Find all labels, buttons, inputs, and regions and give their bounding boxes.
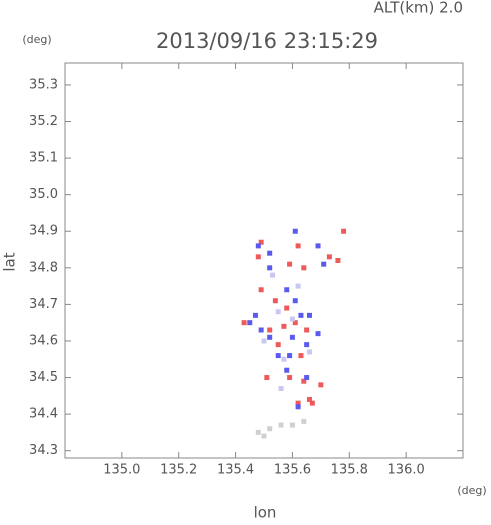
echo-point <box>267 250 273 256</box>
altitude: ALT(km) 2.0 <box>374 0 463 17</box>
echo-point <box>289 334 295 340</box>
echo-point <box>304 342 310 348</box>
echo-point <box>258 327 264 333</box>
echo-point <box>295 283 301 289</box>
echo-point <box>281 323 287 329</box>
echo-point <box>321 261 327 267</box>
echo-point <box>284 305 290 311</box>
echo-point <box>267 426 273 432</box>
x-tick-label: 135.6 <box>274 463 311 478</box>
echo-point <box>301 265 307 271</box>
echo-point <box>315 331 321 337</box>
x-axis-label: lon <box>254 504 277 522</box>
echo-point <box>275 309 281 315</box>
echo-point <box>315 243 321 249</box>
echo-point <box>292 228 298 234</box>
echo-point <box>261 433 267 439</box>
plot-frame <box>64 62 464 459</box>
echo-point <box>295 404 301 410</box>
echo-point <box>287 353 293 359</box>
echo-point <box>292 298 298 304</box>
echo-point <box>255 243 261 249</box>
echo-point <box>281 356 287 362</box>
y-tick-label: 35.1 <box>29 151 58 166</box>
y-tick-label: 34.4 <box>29 407 58 422</box>
x-unit: (deg) <box>457 484 486 497</box>
echo-point <box>326 254 332 260</box>
echo-point <box>295 400 301 406</box>
echo-point <box>306 396 312 402</box>
x-tick-label: 136.0 <box>388 463 425 478</box>
echo-point <box>309 400 315 406</box>
echo-point <box>255 429 261 435</box>
echo-point <box>272 298 278 304</box>
echo-point <box>298 312 304 318</box>
echo-point <box>287 375 293 381</box>
x-tick-label: 135.0 <box>103 463 140 478</box>
y-axis-label: lat <box>1 252 19 271</box>
echo-point <box>289 422 295 428</box>
echo-point <box>264 375 270 381</box>
echo-point <box>267 327 273 333</box>
echo-point <box>341 228 347 234</box>
echo-point <box>295 243 301 249</box>
echo-point <box>255 254 261 260</box>
y-tick-label: 34.8 <box>29 260 58 275</box>
echo-point <box>318 382 324 388</box>
echo-point <box>275 353 281 359</box>
x-tick-label: 135.2 <box>160 463 197 478</box>
echo-point <box>301 378 307 384</box>
echo-point <box>261 338 267 344</box>
echo-point <box>292 320 298 326</box>
echo-point <box>298 353 304 359</box>
x-tick-label: 135.4 <box>217 463 254 478</box>
echo-point <box>278 422 284 428</box>
echo-point <box>258 239 264 245</box>
y-tick-label: 34.3 <box>29 443 58 458</box>
x-tick-label: 135.8 <box>331 463 368 478</box>
echo-point <box>335 258 341 263</box>
echo-point <box>252 312 258 318</box>
echo-point <box>284 287 290 293</box>
y-tick-label: 34.7 <box>29 297 58 312</box>
echo-point <box>247 320 253 326</box>
echo-point <box>306 312 312 318</box>
echo-point <box>267 265 273 271</box>
y-unit: (deg) <box>22 33 51 46</box>
y-tick-label: 35.3 <box>29 77 58 92</box>
echo-point <box>278 386 284 392</box>
y-tick-label: 34.5 <box>29 370 58 385</box>
echo-point <box>289 316 295 322</box>
echo-point <box>270 272 276 278</box>
echo-point <box>304 375 310 381</box>
chart-title: 2013/09/16 23:15:29 <box>156 29 378 53</box>
y-tick-label: 35.0 <box>29 187 58 202</box>
echo-point <box>258 287 264 293</box>
echo-point <box>304 327 310 333</box>
y-tick-label: 34.9 <box>29 224 58 239</box>
echo-point <box>287 261 293 267</box>
y-tick-label: 34.6 <box>29 333 58 348</box>
echo-point <box>267 334 273 340</box>
echo-point <box>275 342 281 348</box>
echo-point <box>301 418 307 424</box>
echo-point <box>284 367 290 373</box>
echo-point <box>241 320 247 326</box>
y-tick-label: 35.2 <box>29 114 58 129</box>
echo-point <box>306 349 312 355</box>
